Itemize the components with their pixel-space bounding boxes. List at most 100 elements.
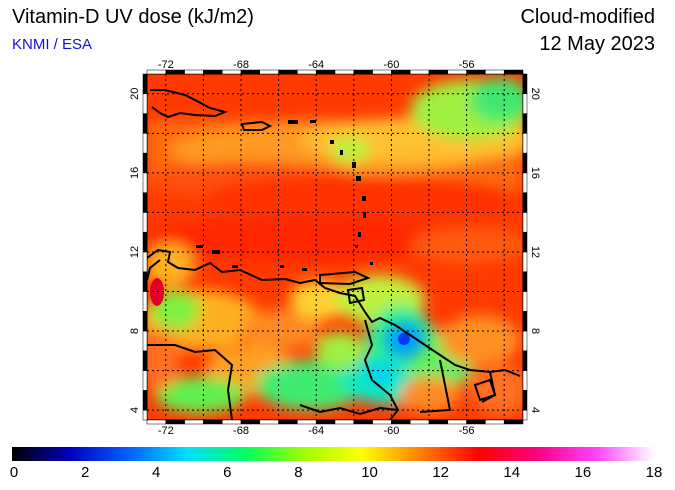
frame-bar-left (142, 172, 148, 193)
colorbar-tick-label: 10 (361, 464, 378, 481)
frame-bar-left (142, 390, 148, 411)
frame-bar-top (485, 69, 505, 75)
frame-bar-top (203, 69, 223, 75)
lon-tick-top: -56 (459, 59, 475, 71)
lon-tick-bottom: -68 (233, 425, 249, 437)
frame-bar-right (522, 311, 528, 332)
frame-bar-right (522, 271, 528, 292)
frame-bar-top (259, 69, 279, 75)
frame-bar-bottom (297, 419, 317, 425)
coastline-guyana-suriname (419, 359, 452, 413)
colorbar-tick-label: 4 (152, 464, 161, 481)
frame-bar-right (522, 113, 528, 134)
frame-bar-right (522, 409, 528, 421)
frame-bar-top (184, 69, 204, 75)
frame-bar-bottom (165, 419, 185, 425)
frame-bar-right (522, 390, 528, 411)
colorbar-tick-label: 6 (223, 464, 232, 481)
frame-bar-top (334, 69, 355, 75)
coastline-trinidad (346, 286, 366, 305)
frame-bar-left (142, 212, 148, 233)
product-mode-label: Cloud-modified (520, 6, 655, 28)
lat-tick-left: 4 (129, 407, 141, 413)
map-title: Vitamin-D UV dose (kJ/m2) (12, 6, 254, 28)
frame-bar-bottom (203, 419, 223, 425)
frame-bar-left (142, 251, 148, 272)
frame-bar-right (522, 192, 528, 213)
frame-bar-right (522, 291, 528, 312)
frame-bar-bottom (259, 419, 279, 425)
frame-bar-right (522, 73, 528, 95)
frame-bar-bottom (466, 419, 486, 425)
lat-tick-left: 16 (129, 167, 141, 179)
frame-bar-left (142, 113, 148, 134)
frame-bar-top (409, 69, 430, 75)
frame-bar-right (522, 93, 528, 114)
frame-bar-top (278, 69, 298, 75)
coastline-guajira (147, 259, 161, 281)
frame-bar-bottom (391, 419, 411, 425)
coastlines (147, 89, 521, 420)
date-label: 12 May 2023 (539, 33, 655, 55)
frame-bar-bottom (353, 419, 373, 425)
lon-tick-top: -72 (158, 59, 174, 71)
frame-bar-left (142, 133, 148, 154)
frame-bar-right (522, 133, 528, 154)
frame-bar-right (522, 330, 528, 352)
dose-field (147, 74, 523, 420)
lat-tick-right: 20 (529, 88, 541, 100)
lon-tick-bottom: -72 (158, 425, 174, 437)
lat-tick-right: 16 (529, 167, 541, 179)
frame-bar-right (522, 251, 528, 272)
lon-tick-top: -68 (233, 59, 249, 71)
frame-bar-left (142, 330, 148, 352)
frame-bar-bottom (334, 419, 355, 425)
frame-bar-bottom (221, 419, 242, 425)
frame-bar-left (142, 152, 148, 174)
colorbar-tick-label: 16 (574, 464, 592, 481)
lat-tick-right: 8 (529, 328, 541, 334)
frame-bar-left (142, 311, 148, 332)
coastline-colombia-border (147, 344, 234, 420)
frame-bar-top (428, 69, 449, 75)
frame-bar-left (142, 73, 148, 95)
coastline-hispaniola (150, 89, 229, 119)
frame-bar-right (522, 231, 528, 253)
lon-tick-bottom: -60 (383, 425, 399, 437)
frame-bar-bottom (503, 419, 524, 425)
lon-tick-top: -60 (383, 59, 399, 71)
frame-bar-left (142, 291, 148, 312)
frame-bar-left (142, 370, 148, 391)
lon-tick-bottom: -64 (308, 425, 324, 437)
frame-ticks (142, 69, 528, 425)
frame-bar-bottom (240, 419, 261, 425)
coastline-guianas (364, 311, 521, 377)
frame-bar-left (142, 192, 148, 213)
frame-bar-left (142, 231, 148, 253)
frame-bar-bottom (447, 419, 467, 425)
colorbar-tick-label: 18 (645, 464, 663, 481)
frame-bar-bottom (184, 419, 204, 425)
lat-tick-left: 8 (129, 328, 141, 334)
frame-bar-left (142, 271, 148, 292)
lon-tick-top: -64 (308, 59, 324, 71)
credit-label: KNMI / ESA (12, 36, 93, 53)
frame-bar-bottom (278, 419, 298, 425)
frame-bar-left (142, 409, 148, 421)
frame-bar-left (142, 93, 148, 114)
colorbar-tick-label: 12 (432, 464, 449, 481)
colorbar-tick-label: 14 (503, 464, 521, 481)
coastline-venezuela-north (147, 248, 366, 313)
frame-bar-top (353, 69, 373, 75)
dose-minimum-spot (398, 333, 410, 345)
frame-bar-right (522, 172, 528, 193)
frame-bar-bottom (409, 419, 430, 425)
frame-bar-right (522, 152, 528, 174)
colorbar (12, 447, 654, 461)
coastline-puerto-rico (240, 120, 273, 131)
lat-tick-left: 12 (129, 246, 141, 258)
lat-tick-right: 4 (529, 407, 541, 413)
axis-labels: -72 -72 -68 -68 -64 -64 -60 -60 -56 -56 4 4 8 8 12 12 16… (129, 59, 541, 437)
frame-bar-left (142, 350, 148, 371)
